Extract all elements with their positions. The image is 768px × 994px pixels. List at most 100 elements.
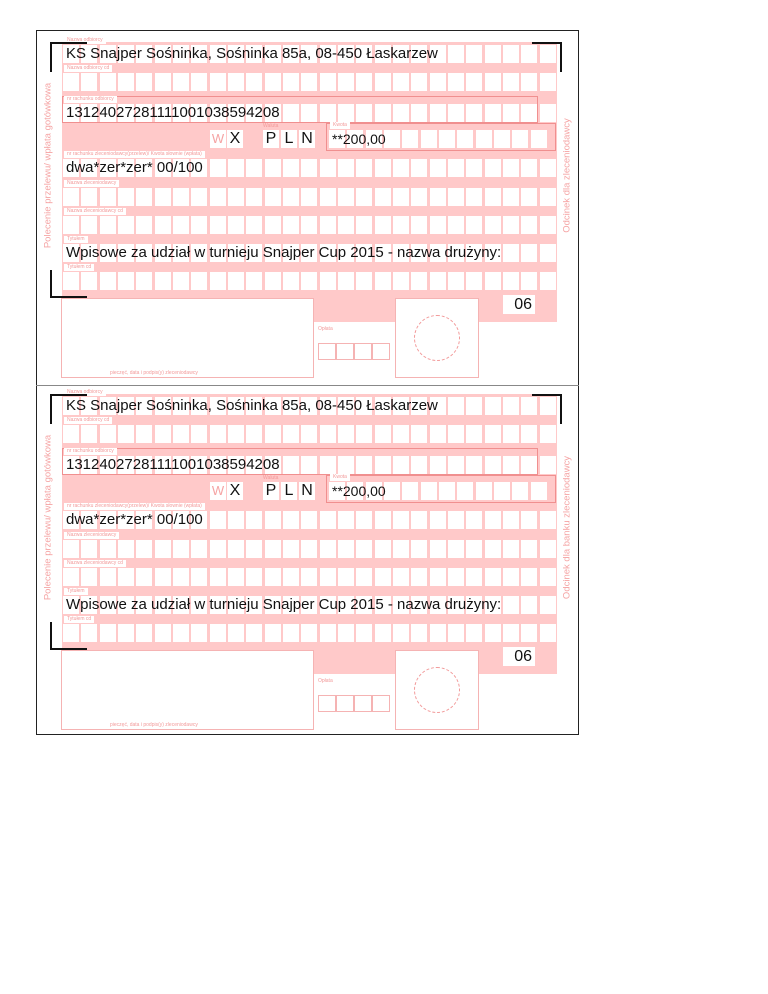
char-cell[interactable] xyxy=(374,104,391,122)
char-cell[interactable] xyxy=(429,568,446,586)
currency-char[interactable]: P xyxy=(263,482,279,500)
char-cell[interactable] xyxy=(136,188,153,206)
char-cell[interactable] xyxy=(521,596,538,614)
char-cell[interactable] xyxy=(484,397,501,415)
char-cell[interactable] xyxy=(136,216,153,234)
char-cell[interactable] xyxy=(191,624,208,642)
char-cell[interactable] xyxy=(282,73,299,91)
char-cell[interactable] xyxy=(81,73,98,91)
char-cell[interactable] xyxy=(521,272,538,290)
char-cell[interactable] xyxy=(530,130,547,148)
char-cell[interactable] xyxy=(539,188,556,206)
char-cell[interactable] xyxy=(99,272,116,290)
char-cell[interactable] xyxy=(63,188,79,206)
char-cell[interactable] xyxy=(539,216,556,234)
char-cell[interactable] xyxy=(154,624,171,642)
char-cell[interactable] xyxy=(539,596,556,614)
char-cell[interactable] xyxy=(209,188,226,206)
char-cell[interactable] xyxy=(136,540,153,558)
char-cell[interactable] xyxy=(466,511,483,529)
char-cell[interactable] xyxy=(63,45,79,63)
recipient-account-value[interactable]: 13124027281111001038594208 xyxy=(66,456,280,473)
char-cell[interactable] xyxy=(63,425,79,443)
char-cell[interactable] xyxy=(63,456,79,474)
char-cell[interactable] xyxy=(374,596,391,614)
char-cell[interactable] xyxy=(172,216,189,234)
char-cell[interactable] xyxy=(246,456,263,474)
char-cell[interactable] xyxy=(191,45,208,63)
char-cell[interactable] xyxy=(447,540,464,558)
char-cell[interactable] xyxy=(227,568,244,586)
char-cell[interactable] xyxy=(319,45,336,63)
char-cell[interactable] xyxy=(99,624,116,642)
char-cell[interactable] xyxy=(392,397,409,415)
char-cell[interactable] xyxy=(172,568,189,586)
char-cell[interactable] xyxy=(246,188,263,206)
char-cell[interactable] xyxy=(117,45,134,63)
char-cell[interactable] xyxy=(227,216,244,234)
char-cell[interactable] xyxy=(136,568,153,586)
char-cell[interactable] xyxy=(429,624,446,642)
amount-words-value[interactable]: dwa*zer*zer* 00/100 xyxy=(66,159,203,176)
char-cell[interactable] xyxy=(136,159,153,177)
char-cell[interactable] xyxy=(264,596,281,614)
char-cell[interactable] xyxy=(447,624,464,642)
char-cell[interactable] xyxy=(117,272,134,290)
char-cell[interactable] xyxy=(99,540,116,558)
char-cell[interactable] xyxy=(502,73,519,91)
char-cell[interactable] xyxy=(117,216,134,234)
char-cell[interactable] xyxy=(172,104,189,122)
char-cell[interactable] xyxy=(172,511,189,529)
char-cell[interactable] xyxy=(264,540,281,558)
char-cell[interactable] xyxy=(356,45,373,63)
char-cell[interactable] xyxy=(191,456,208,474)
char-cell[interactable] xyxy=(447,159,464,177)
fee-cell[interactable] xyxy=(372,343,390,360)
char-cell[interactable] xyxy=(337,425,354,443)
char-cell[interactable] xyxy=(319,73,336,91)
char-cell[interactable] xyxy=(81,596,98,614)
char-cell[interactable] xyxy=(502,456,519,474)
char-cell[interactable] xyxy=(282,45,299,63)
char-cell[interactable] xyxy=(209,397,226,415)
char-cell[interactable] xyxy=(264,624,281,642)
char-cell[interactable] xyxy=(63,159,79,177)
char-cell[interactable] xyxy=(246,624,263,642)
char-cell[interactable] xyxy=(502,397,519,415)
char-cell[interactable] xyxy=(484,425,501,443)
char-cell[interactable] xyxy=(466,456,483,474)
char-cell[interactable] xyxy=(539,568,556,586)
currency-char[interactable]: L xyxy=(281,130,297,148)
char-cell[interactable] xyxy=(209,73,226,91)
char-cell[interactable] xyxy=(374,511,391,529)
char-cell[interactable] xyxy=(356,104,373,122)
char-cell[interactable] xyxy=(484,216,501,234)
char-cell[interactable] xyxy=(457,482,474,500)
char-cell[interactable] xyxy=(172,456,189,474)
char-cell[interactable] xyxy=(154,511,171,529)
char-cell[interactable] xyxy=(209,216,226,234)
char-cell[interactable] xyxy=(521,624,538,642)
char-cell[interactable] xyxy=(227,540,244,558)
char-cell[interactable] xyxy=(329,482,345,500)
char-cell[interactable] xyxy=(392,188,409,206)
char-cell[interactable] xyxy=(466,104,483,122)
char-cell[interactable] xyxy=(466,425,483,443)
char-cell[interactable] xyxy=(502,568,519,586)
char-cell[interactable] xyxy=(282,568,299,586)
char-cell[interactable] xyxy=(264,216,281,234)
char-cell[interactable] xyxy=(356,456,373,474)
char-cell[interactable] xyxy=(392,568,409,586)
char-cell[interactable] xyxy=(466,73,483,91)
char-cell[interactable] xyxy=(301,511,318,529)
char-cell[interactable] xyxy=(154,540,171,558)
char-cell[interactable] xyxy=(466,596,483,614)
amount-value[interactable]: **200,00 xyxy=(332,483,386,499)
char-cell[interactable] xyxy=(191,596,208,614)
char-cell[interactable] xyxy=(301,272,318,290)
char-cell[interactable] xyxy=(282,596,299,614)
char-cell[interactable] xyxy=(521,568,538,586)
char-cell[interactable] xyxy=(117,456,134,474)
char-cell[interactable] xyxy=(227,244,244,262)
char-cell[interactable] xyxy=(374,159,391,177)
